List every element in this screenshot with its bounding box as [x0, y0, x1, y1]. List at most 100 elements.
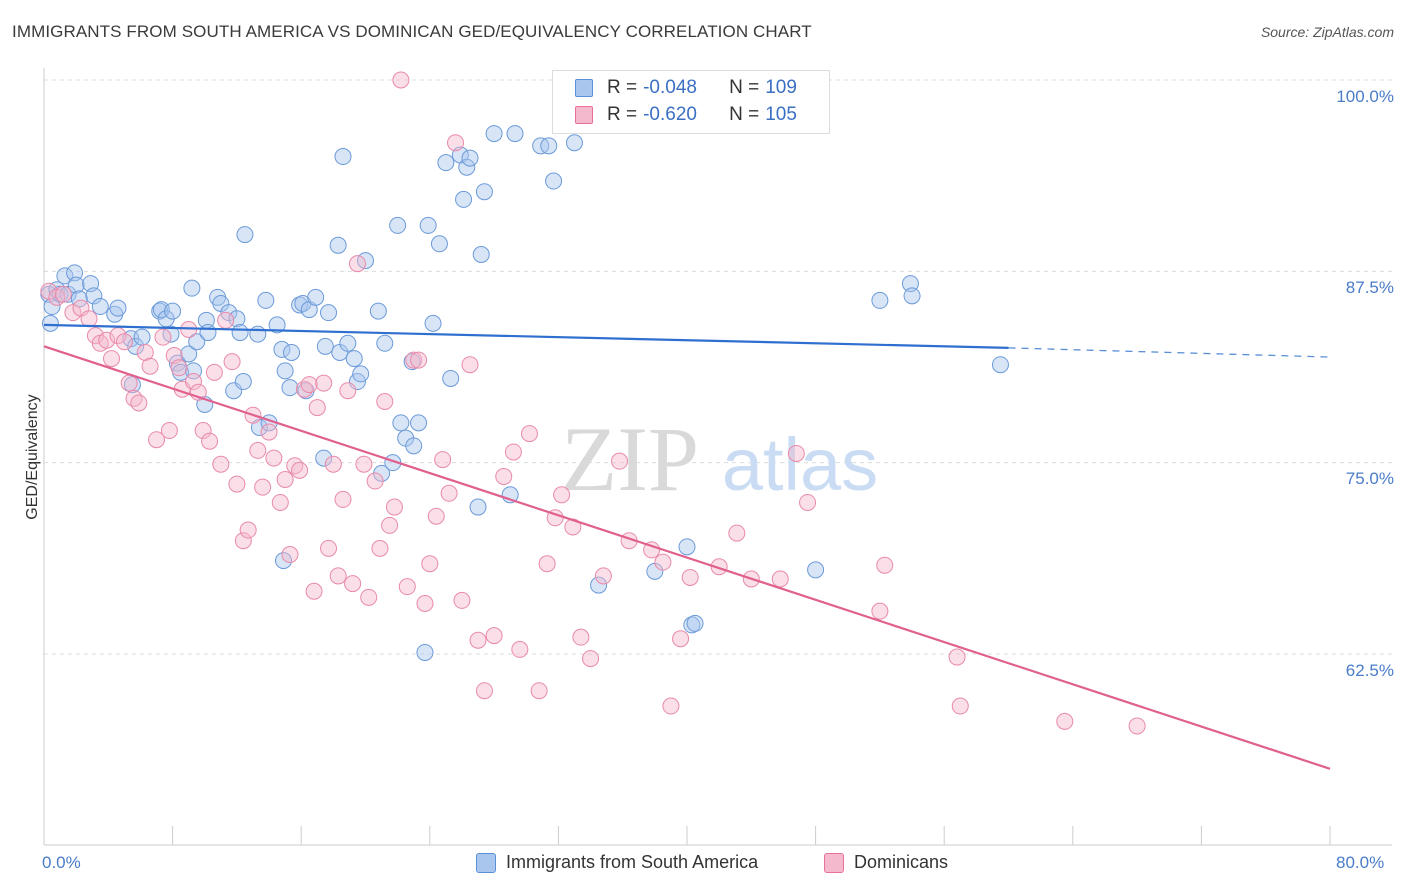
point-south-america	[339, 334, 357, 352]
point-dominicans	[530, 682, 548, 700]
point-south-america	[234, 373, 252, 391]
point-dominicans	[1056, 712, 1074, 730]
point-dominicans	[305, 582, 323, 600]
point-south-america	[249, 325, 267, 343]
point-south-america	[41, 314, 59, 332]
legend-item-dominicans[interactable]: Dominicans	[824, 852, 948, 873]
legend-row-dominicans: R = -0.620 N = 105	[575, 102, 797, 128]
point-dominicans	[103, 350, 121, 368]
point-dominicans	[249, 441, 267, 459]
point-dominicans	[787, 444, 805, 462]
point-dominicans	[385, 498, 403, 516]
point-south-america	[307, 288, 325, 306]
point-south-america	[485, 125, 503, 143]
point-south-america	[469, 498, 487, 516]
point-dominicans	[265, 449, 283, 467]
point-south-america	[545, 172, 563, 190]
point-dominicans	[951, 697, 969, 715]
stats-legend: R = -0.048 N = 109 R = -0.620 N = 105	[552, 70, 830, 134]
point-south-america	[276, 362, 294, 380]
point-dominicans	[291, 461, 309, 479]
point-dominicans	[495, 467, 513, 485]
point-dominicans	[276, 471, 294, 489]
point-south-america	[369, 302, 387, 320]
point-south-america	[56, 267, 74, 285]
chart-title: IMMIGRANTS FROM SOUTH AMERICA VS DOMINIC…	[12, 22, 812, 41]
point-dominicans	[461, 356, 479, 374]
point-dominicans	[212, 455, 230, 473]
point-dominicans	[154, 328, 172, 346]
point-south-america	[236, 226, 254, 244]
point-dominicans	[329, 567, 347, 585]
point-south-america	[901, 275, 919, 293]
point-south-america	[405, 437, 423, 455]
point-dominicans	[538, 555, 556, 573]
point-dominicans	[520, 425, 538, 443]
point-dominicans	[130, 394, 148, 412]
point-south-america	[164, 302, 182, 320]
trendline-south-america	[43, 323, 1009, 349]
point-dominicans	[324, 455, 342, 473]
point-dominicans	[194, 422, 212, 440]
point-south-america	[686, 614, 704, 632]
point-south-america	[315, 449, 333, 467]
point-dominicans	[125, 389, 143, 407]
point-south-america	[345, 350, 363, 368]
point-dominicans	[228, 475, 246, 493]
point-south-america	[437, 154, 455, 172]
point-dominicans	[710, 558, 728, 576]
point-south-america	[376, 334, 394, 352]
point-south-america	[442, 369, 460, 387]
legend-swatch-blue	[575, 79, 593, 97]
point-south-america	[329, 236, 347, 254]
point-south-america	[472, 245, 490, 263]
legend-row-south-america: R = -0.048 N = 109	[575, 75, 797, 101]
point-south-america	[352, 365, 370, 383]
point-south-america	[392, 414, 410, 432]
point-south-america	[458, 158, 476, 176]
legend-item-south-america[interactable]: Immigrants from South America	[476, 852, 758, 873]
point-dominicans	[148, 431, 166, 449]
point-south-america	[678, 538, 696, 556]
point-dominicans	[469, 631, 487, 649]
point-dominicans	[594, 567, 612, 585]
point-dominicans	[339, 382, 357, 400]
legend-n-label: N =	[729, 104, 760, 125]
point-dominicans	[320, 539, 338, 557]
point-dominicans	[1128, 717, 1146, 735]
point-south-america	[334, 148, 352, 166]
point-south-america	[871, 291, 889, 309]
point-south-america	[85, 287, 103, 305]
point-dominicans	[504, 443, 522, 461]
point-dominicans	[223, 353, 241, 371]
point-dominicans	[300, 376, 318, 394]
point-south-america	[903, 287, 921, 305]
point-dominicans	[485, 627, 503, 645]
point-dominicans	[334, 490, 352, 508]
legend-swatch-pink	[824, 852, 844, 873]
point-dominicans	[572, 628, 590, 646]
point-dominicans	[440, 484, 458, 502]
point-south-america	[316, 337, 334, 355]
legend-r-value: -0.048	[643, 77, 697, 98]
point-south-america	[188, 333, 206, 351]
point-dominicans	[610, 452, 628, 470]
point-dominicans	[205, 363, 223, 381]
point-dominicans	[376, 392, 394, 410]
point-south-america	[257, 291, 275, 309]
point-dominicans	[115, 333, 133, 351]
point-dominicans	[141, 357, 159, 375]
point-dominicans	[728, 524, 746, 542]
y-axis-label: GED/Equivalency	[24, 394, 41, 520]
point-dominicans	[308, 399, 326, 417]
point-dominicans	[360, 588, 378, 606]
point-dominicans	[366, 472, 384, 490]
point-dominicans	[201, 432, 219, 450]
point-south-america	[430, 235, 448, 253]
point-dominicans	[681, 568, 699, 586]
legend-n-label: N =	[729, 77, 760, 98]
point-south-america	[320, 304, 338, 322]
point-dominicans	[355, 455, 373, 473]
point-dominicans	[475, 682, 493, 700]
point-dominicans	[64, 304, 82, 322]
